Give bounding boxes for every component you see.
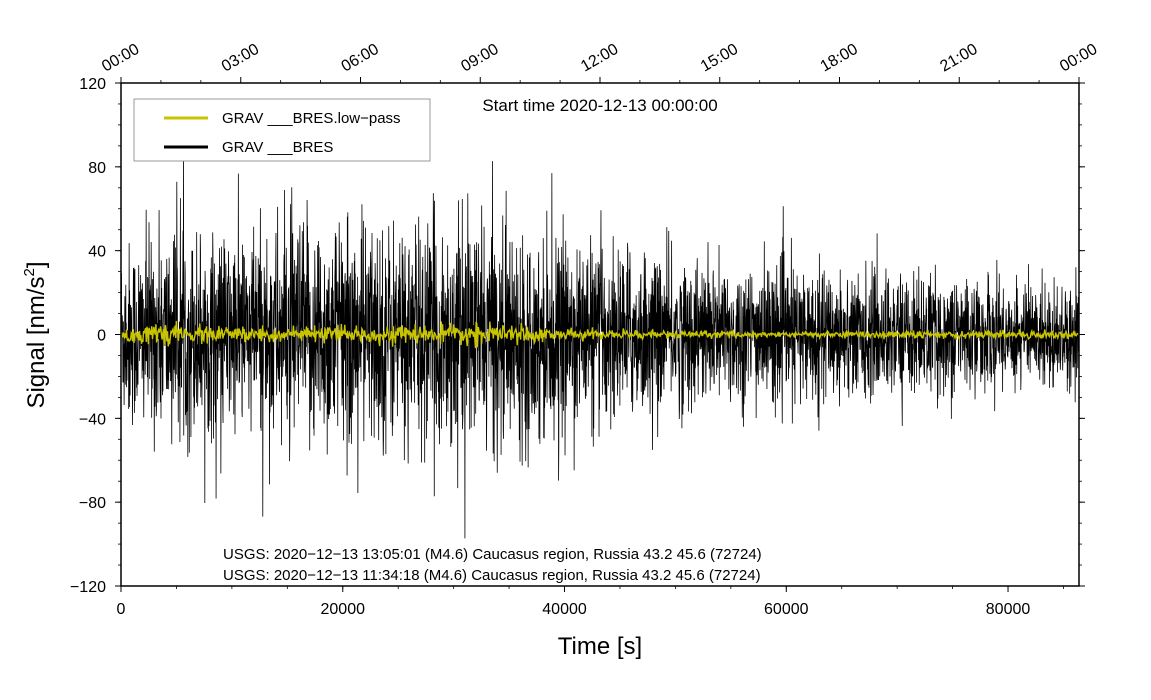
- top-time-label: 06:00: [339, 41, 382, 76]
- series-raw-line: [120, 141, 1080, 539]
- x-tick-label: 60000: [764, 601, 809, 618]
- annotation-quake-2: USGS: 2020−12−13 11:34:18 (M4.6) Caucasu…: [223, 567, 761, 584]
- signal-traces: [120, 141, 1080, 539]
- start-time-label: Start time 2020-12-13 00:00:00: [482, 96, 717, 115]
- legend-box: [133, 98, 431, 162]
- x-tick-label: 20000: [321, 601, 366, 618]
- top-time-label: 00:00: [99, 41, 142, 76]
- y-axis-title: Signal [nm/s2]: [21, 261, 50, 408]
- legend-label-lowpass: GRAV ___BRES.low−pass: [222, 110, 401, 127]
- x-tick-label: 0: [117, 601, 126, 618]
- top-time-labels: 00:00 03:00 06:00 09:00 12:00 15:00 18:00 21:00…: [99, 41, 1100, 76]
- legend: GRAV ___BRES.low−pass GRAV ___BRES: [133, 98, 431, 162]
- legend-label-raw: GRAV ___BRES: [222, 139, 333, 156]
- annotation-quake-1: USGS: 2020−12−13 13:05:01 (M4.6) Caucasu…: [223, 546, 762, 563]
- top-time-label: 00:00: [1057, 41, 1100, 76]
- x-axis-title: Time [s]: [558, 633, 642, 660]
- y-axis-title-main: Signal [nm/s: [23, 276, 50, 408]
- x-tick-label: 80000: [986, 601, 1031, 618]
- x-tick-label: 40000: [542, 601, 587, 618]
- y-tick-label: 80: [88, 160, 106, 177]
- y-tick-label: −40: [79, 411, 106, 428]
- top-time-label: 15:00: [698, 41, 741, 76]
- top-time-label: 12:00: [578, 41, 621, 76]
- x-tick-labels: 0 20000 40000 60000 80000: [117, 601, 1031, 618]
- y-tick-label: 0: [97, 328, 106, 345]
- y-tick-label: −80: [79, 495, 106, 512]
- top-time-label: 09:00: [458, 41, 501, 76]
- top-time-label: 18:00: [818, 41, 861, 76]
- y-tick-label: 120: [79, 76, 106, 93]
- y-tick-labels: 120 80 40 0 −40 −80 −120: [70, 76, 106, 596]
- top-time-label: 21:00: [937, 41, 980, 76]
- y-tick-label: −120: [70, 579, 106, 596]
- y-axis-title-sup: 2: [21, 268, 38, 276]
- y-axis-title-end: ]: [23, 261, 50, 268]
- axis-ticks: [115, 77, 1085, 592]
- series-lowpass-line: [120, 320, 1080, 349]
- top-time-label: 03:00: [219, 41, 262, 76]
- y-tick-label: 40: [88, 244, 106, 261]
